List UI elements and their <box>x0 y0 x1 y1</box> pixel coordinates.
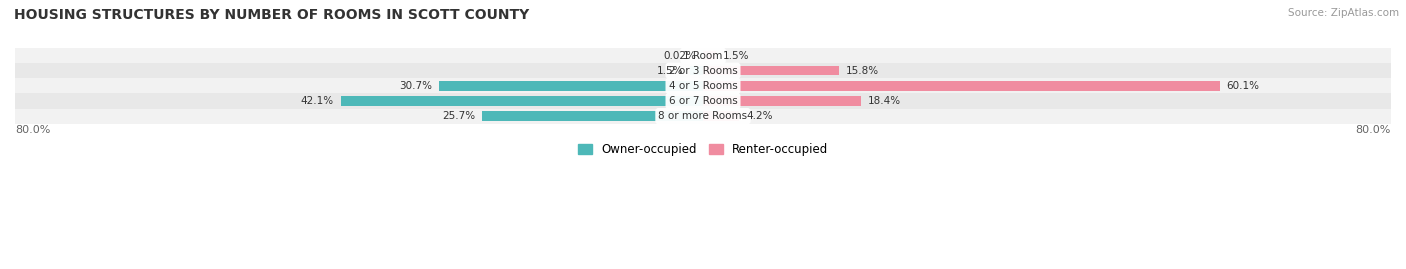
Text: 25.7%: 25.7% <box>441 111 475 121</box>
Text: 30.7%: 30.7% <box>399 81 432 91</box>
Bar <box>703 111 740 121</box>
Bar <box>15 48 1391 63</box>
Text: 1.5%: 1.5% <box>723 51 749 61</box>
Text: 42.1%: 42.1% <box>301 96 335 106</box>
Text: 8 or more Rooms: 8 or more Rooms <box>658 111 748 121</box>
Bar <box>15 109 1391 124</box>
Text: Source: ZipAtlas.com: Source: ZipAtlas.com <box>1288 8 1399 18</box>
Text: 1 Room: 1 Room <box>683 51 723 61</box>
Bar <box>703 96 862 106</box>
Bar <box>482 111 703 121</box>
Text: HOUSING STRUCTURES BY NUMBER OF ROOMS IN SCOTT COUNTY: HOUSING STRUCTURES BY NUMBER OF ROOMS IN… <box>14 8 529 22</box>
Bar <box>439 81 703 91</box>
Text: 80.0%: 80.0% <box>1355 125 1391 135</box>
Bar <box>703 66 839 75</box>
Text: 1.5%: 1.5% <box>657 66 683 76</box>
Legend: Owner-occupied, Renter-occupied: Owner-occupied, Renter-occupied <box>572 139 834 161</box>
Bar <box>690 66 703 75</box>
Text: 80.0%: 80.0% <box>15 125 51 135</box>
Text: 4.2%: 4.2% <box>747 111 772 121</box>
Bar <box>703 81 1220 91</box>
Bar <box>340 96 703 106</box>
Bar <box>15 93 1391 109</box>
Text: 18.4%: 18.4% <box>868 96 901 106</box>
Text: 15.8%: 15.8% <box>846 66 879 76</box>
Text: 2 or 3 Rooms: 2 or 3 Rooms <box>669 66 737 76</box>
Text: 4 or 5 Rooms: 4 or 5 Rooms <box>669 81 737 91</box>
Text: 0.02%: 0.02% <box>664 51 696 61</box>
Text: 6 or 7 Rooms: 6 or 7 Rooms <box>669 96 737 106</box>
Bar <box>15 63 1391 78</box>
Bar <box>15 78 1391 93</box>
Text: 60.1%: 60.1% <box>1227 81 1260 91</box>
Bar <box>703 51 716 60</box>
